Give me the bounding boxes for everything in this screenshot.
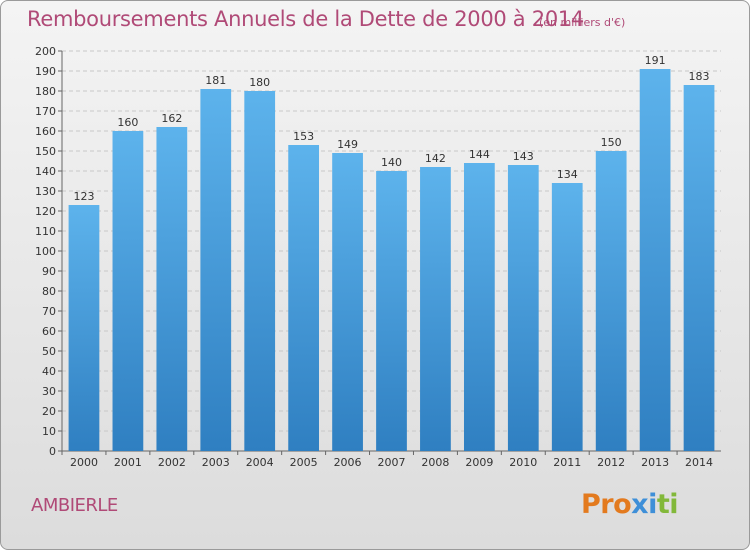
x-tick-label-2010: 2010 bbox=[509, 456, 537, 469]
bar-2012 bbox=[595, 151, 627, 451]
value-label-2014: 183 bbox=[689, 70, 710, 83]
value-label-2006: 149 bbox=[337, 138, 358, 151]
x-tick-label-2014: 2014 bbox=[685, 456, 713, 469]
y-tick-label: 90 bbox=[42, 265, 56, 278]
value-label-2013: 191 bbox=[645, 54, 666, 67]
y-tick-label: 190 bbox=[35, 65, 56, 78]
bar-2005 bbox=[288, 145, 320, 451]
logo-part-3: i bbox=[648, 489, 657, 520]
x-tick-label-2000: 2000 bbox=[70, 456, 98, 469]
y-tick-label: 40 bbox=[42, 365, 56, 378]
value-label-2010: 143 bbox=[513, 150, 534, 163]
x-tick-label-2001: 2001 bbox=[114, 456, 142, 469]
x-tick-label-2004: 2004 bbox=[246, 456, 274, 469]
y-tick-label: 200 bbox=[35, 45, 56, 58]
x-tick-label-2008: 2008 bbox=[421, 456, 449, 469]
logo-part-1: Pro bbox=[581, 489, 632, 520]
chart-title: Remboursements Annuels de la Dette de 20… bbox=[27, 7, 584, 31]
bar-2003 bbox=[200, 89, 232, 451]
bar-2013 bbox=[639, 69, 671, 451]
logo-part-4: ti bbox=[656, 489, 679, 520]
value-label-2000: 123 bbox=[73, 190, 94, 203]
x-tick-label-2003: 2003 bbox=[202, 456, 230, 469]
y-tick-label: 20 bbox=[42, 405, 56, 418]
bar-2002 bbox=[156, 127, 188, 451]
y-tick-label: 0 bbox=[49, 445, 56, 458]
bar-2014 bbox=[683, 85, 715, 451]
y-tick-label: 110 bbox=[35, 225, 56, 238]
value-label-2002: 162 bbox=[161, 112, 182, 125]
x-tick-label-2005: 2005 bbox=[290, 456, 318, 469]
x-tick-label-2012: 2012 bbox=[597, 456, 625, 469]
proxiti-logo: Proxiti bbox=[581, 489, 679, 520]
y-tick-label: 160 bbox=[35, 125, 56, 138]
y-tick-label: 150 bbox=[35, 145, 56, 158]
bar-2009 bbox=[463, 163, 495, 451]
value-label-2005: 153 bbox=[293, 130, 314, 143]
bar-2010 bbox=[507, 165, 539, 451]
x-tick-label-2002: 2002 bbox=[158, 456, 186, 469]
chart-subtitle: (en milliers d'€) bbox=[539, 16, 626, 29]
bar-2008 bbox=[420, 167, 451, 451]
bar-2011 bbox=[551, 183, 583, 451]
y-tick-label: 170 bbox=[35, 105, 56, 118]
y-tick-label: 120 bbox=[35, 205, 56, 218]
bar-2004 bbox=[244, 91, 276, 451]
value-label-2009: 144 bbox=[469, 148, 490, 161]
bar-2001 bbox=[112, 131, 144, 451]
value-label-2004: 180 bbox=[249, 76, 270, 89]
y-tick-label: 130 bbox=[35, 185, 56, 198]
x-tick-label-2009: 2009 bbox=[465, 456, 493, 469]
x-tick-label-2006: 2006 bbox=[334, 456, 362, 469]
logo-part-2: x bbox=[631, 489, 649, 520]
y-tick-label: 100 bbox=[35, 245, 56, 258]
y-tick-label: 180 bbox=[35, 85, 56, 98]
value-label-2012: 150 bbox=[601, 136, 622, 149]
value-label-2008: 142 bbox=[425, 152, 446, 165]
value-label-2003: 181 bbox=[205, 74, 226, 87]
labels: 123 2000 160 2001 162 2002 181 2003 180 2004 153 20… bbox=[70, 54, 713, 469]
y-tick-label: 30 bbox=[42, 385, 56, 398]
y-tick-label: 10 bbox=[42, 425, 56, 438]
y-tick-label: 70 bbox=[42, 305, 56, 318]
bar-2007 bbox=[376, 171, 407, 451]
x-tick-label-2013: 2013 bbox=[641, 456, 669, 469]
x-tick-label-2007: 2007 bbox=[378, 456, 406, 469]
town-name: AMBIERLE bbox=[31, 495, 118, 516]
value-label-2007: 140 bbox=[381, 156, 402, 169]
bar-2006 bbox=[332, 153, 363, 451]
value-label-2011: 134 bbox=[557, 168, 578, 181]
x-tick-label-2011: 2011 bbox=[553, 456, 581, 469]
bar-2000 bbox=[68, 205, 100, 451]
y-tick-label: 80 bbox=[42, 285, 56, 298]
bars bbox=[68, 69, 715, 451]
y-tick-label: 60 bbox=[42, 325, 56, 338]
y-tick-label: 140 bbox=[35, 165, 56, 178]
value-label-2001: 160 bbox=[117, 116, 138, 129]
y-tick-label: 50 bbox=[42, 345, 56, 358]
